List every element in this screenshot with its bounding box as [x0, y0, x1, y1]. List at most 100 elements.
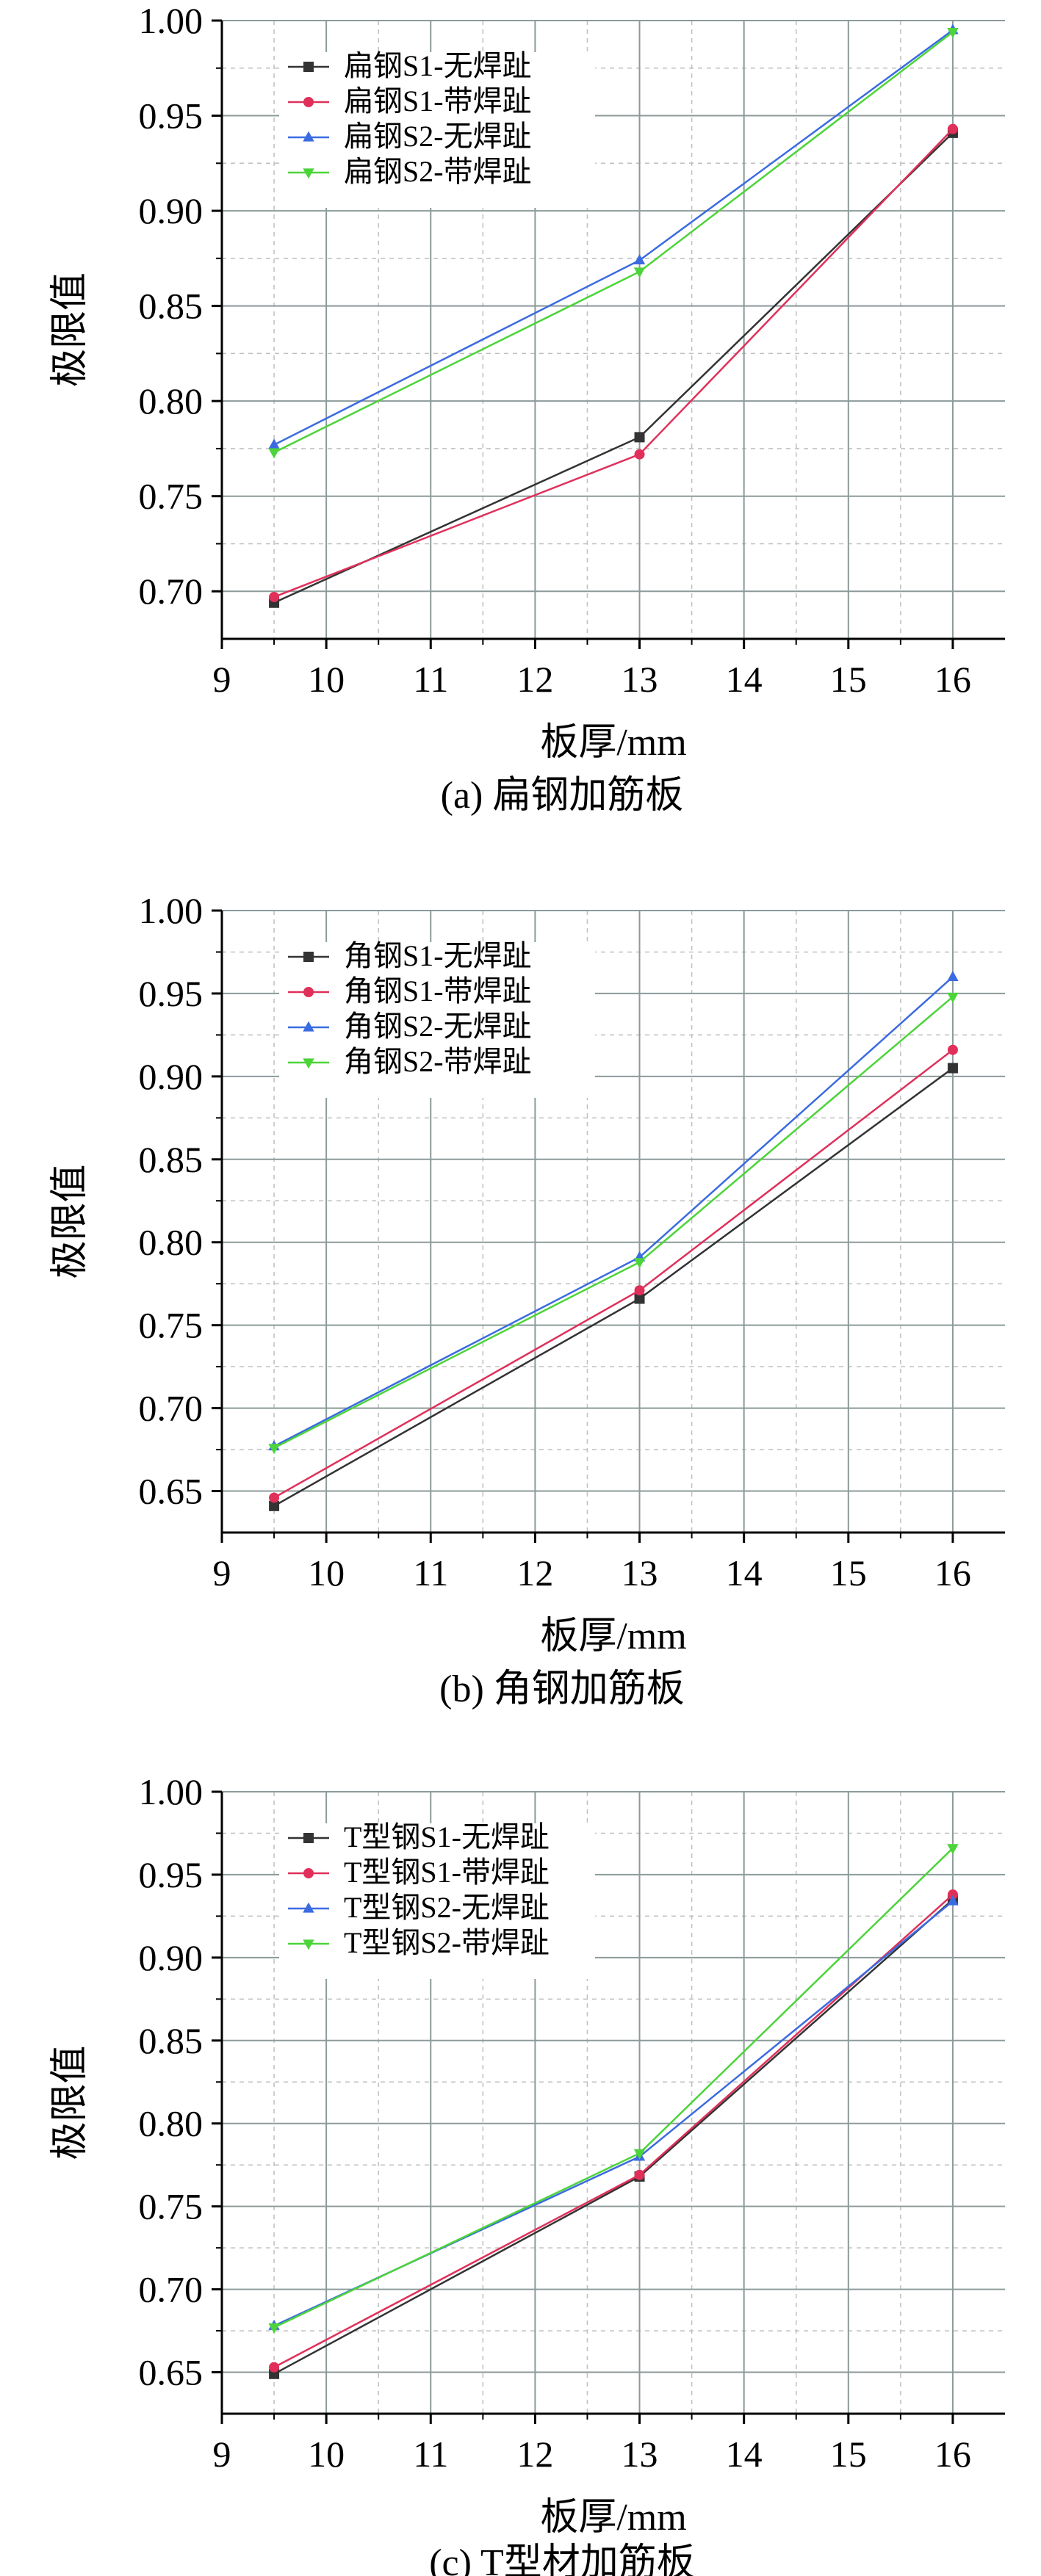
legend-label: T型钢S2-带焊趾 — [344, 1926, 550, 1959]
data-point — [633, 2149, 646, 2160]
data-point — [947, 123, 958, 134]
legend-label: 角钢S2-无焊趾 — [344, 1010, 532, 1043]
x-axis-label: 板厚/mm — [540, 2497, 686, 2539]
y-tick-label: 0.75 — [139, 1305, 203, 1346]
x-tick-label: 9 — [213, 2434, 231, 2475]
legend-label: 角钢S1-带焊趾 — [344, 974, 532, 1007]
series-2 — [269, 1044, 958, 1503]
legend-marker — [303, 62, 314, 72]
x-tick-label: 11 — [413, 659, 448, 700]
legend-label: 角钢S1-无焊趾 — [344, 939, 532, 972]
series-2 — [269, 123, 958, 603]
legend-label: 扁钢S1-带焊趾 — [344, 84, 532, 117]
y-tick-label: 0.85 — [139, 1139, 203, 1180]
x-tick-label: 13 — [622, 2434, 658, 2475]
series-4 — [268, 1844, 959, 2334]
legend-marker — [303, 1902, 314, 1913]
x-tick-label: 12 — [516, 2434, 553, 2475]
data-point — [268, 448, 280, 459]
data-point — [269, 592, 280, 603]
x-tick-label: 14 — [726, 2434, 763, 2475]
y-tick-label: 0.95 — [139, 1854, 203, 1895]
y-tick-label: 0.75 — [139, 2186, 203, 2227]
x-tick-label: 16 — [934, 1552, 971, 1593]
y-axis-label: 极限值 — [49, 272, 91, 387]
x-tick-label: 10 — [308, 1552, 345, 1593]
legend-label: 扁钢S2-带焊趾 — [344, 155, 532, 188]
legend-label: 角钢S2-带焊趾 — [344, 1045, 532, 1078]
data-point — [634, 432, 645, 443]
major-grid — [222, 1791, 1005, 2414]
minor-grid — [222, 911, 1005, 1533]
x-axis-label: 板厚/mm — [540, 722, 686, 764]
x-tick-label: 12 — [516, 1552, 553, 1593]
x-tick-label: 10 — [308, 659, 345, 700]
x-tick-label: 15 — [830, 2434, 867, 2475]
legend-box — [279, 1823, 595, 1979]
x-tick-label: 15 — [830, 1552, 867, 1593]
x-axis-label: 板厚/mm — [540, 1616, 686, 1657]
x-tick-label: 16 — [934, 2434, 971, 2475]
y-tick-label: 0.70 — [139, 1388, 203, 1429]
data-point — [268, 438, 280, 449]
data-point — [269, 1500, 280, 1511]
major-grid — [222, 910, 1005, 1533]
data-point — [947, 27, 959, 38]
legend-label: 扁钢S2-无焊趾 — [344, 120, 532, 153]
x-tick-label: 9 — [213, 659, 231, 700]
data-point — [947, 1889, 958, 1900]
data-point — [947, 1844, 959, 1855]
data-point — [947, 1063, 958, 1074]
data-point — [633, 267, 646, 278]
y-tick-label: 0.70 — [139, 571, 203, 612]
legend-marker — [303, 952, 314, 962]
y-tick-label: 0.80 — [139, 2103, 203, 2144]
data-point — [268, 2323, 280, 2334]
legend-box — [279, 942, 595, 1098]
y-tick-label: 0.95 — [139, 973, 203, 1014]
legend-marker — [303, 168, 314, 179]
legend-marker — [303, 987, 314, 997]
chart-panel-3: 9 10 11 12 13 14 15 16 0.65 0.70 0.75 0.80 0.85 0.90 0… — [49, 1771, 1005, 2576]
x-tick-label: 14 — [726, 1552, 763, 1593]
data-point — [633, 1258, 646, 1269]
data-point — [634, 1285, 645, 1296]
x-tick-label: 11 — [413, 2434, 448, 2475]
legend-label: T型钢S1-无焊趾 — [344, 1820, 550, 1853]
data-point — [947, 970, 959, 981]
y-tick-label: 0.95 — [139, 95, 203, 137]
legend-marker — [303, 1833, 314, 1843]
panel-caption: (a) 扁钢加筋板 — [441, 775, 684, 817]
legend-marker — [303, 97, 314, 107]
legend-marker — [303, 1021, 314, 1032]
x-tick-label: 14 — [726, 659, 763, 700]
y-tick-label: 0.90 — [139, 190, 203, 231]
legend-box — [279, 52, 595, 208]
y-tick-label: 0.65 — [139, 1471, 203, 1512]
y-tick-label: 0.80 — [139, 1222, 203, 1263]
series-4 — [268, 992, 959, 1455]
y-tick-label: 1.00 — [139, 0, 203, 41]
legend-label: T型钢S2-无焊趾 — [344, 1891, 550, 1924]
series-2 — [269, 1889, 958, 2373]
data-point — [633, 254, 646, 265]
x-tick-label: 13 — [622, 659, 658, 700]
x-tick-label: 10 — [308, 2434, 345, 2475]
y-tick-label: 1.00 — [139, 890, 203, 931]
x-tick-label: 13 — [622, 1552, 658, 1593]
legend-label: 扁钢S1-无焊趾 — [344, 49, 532, 82]
y-tick-label: 0.90 — [139, 1937, 203, 1978]
data-point — [634, 1293, 645, 1304]
chart-panel-1: 9 10 11 12 13 14 15 16 0.70 0.75 0.80 0.85 0.90 0.95 1… — [49, 0, 1005, 817]
series-4 — [268, 27, 959, 459]
y-tick-label: 0.85 — [139, 2020, 203, 2061]
series-1 — [269, 1063, 958, 1511]
x-tick-label: 9 — [213, 1552, 231, 1593]
major-grid — [222, 20, 1005, 639]
data-point — [947, 992, 959, 1003]
x-tick-label: 15 — [830, 659, 867, 700]
legend-marker — [303, 1939, 314, 1950]
